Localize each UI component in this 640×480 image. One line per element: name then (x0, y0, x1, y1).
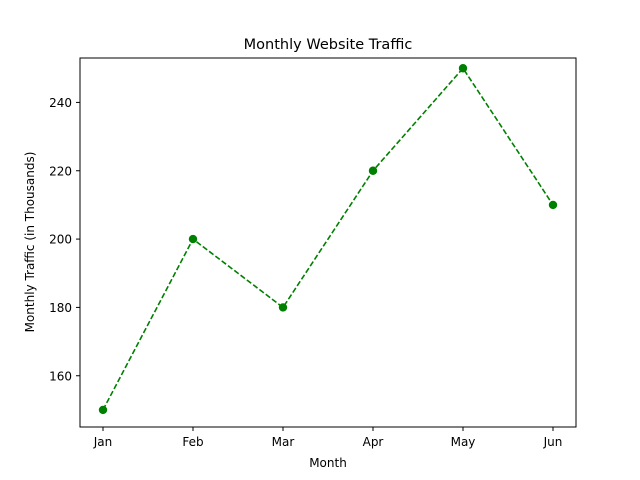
series-line (102, 66, 554, 411)
data-point (368, 166, 378, 175)
y-tick-label: 240 (49, 96, 72, 110)
data-point (278, 303, 288, 312)
y-tick-label: 220 (49, 164, 72, 178)
data-point (98, 405, 108, 415)
y-axis-title: Monthly Traffic (in Thousands) (23, 152, 37, 333)
data-point (548, 200, 558, 210)
y-axis-ticks: 160 180 200 220 240 (49, 96, 80, 383)
x-tick-label: Feb (182, 435, 203, 449)
x-axis-title: Month (309, 456, 347, 470)
y-tick-label: 160 (49, 369, 72, 383)
plot-area-frame (79, 57, 577, 428)
data-point (188, 234, 198, 244)
chart-title: Monthly Website Traffic (244, 37, 413, 53)
y-tick-label: 200 (49, 233, 72, 247)
x-tick-label: May (451, 435, 476, 449)
x-axis-ticks: Jan Feb Mar Apr May Jun (93, 427, 563, 449)
x-tick-label: Apr (363, 435, 384, 449)
data-point (458, 64, 468, 73)
x-tick-label: Jun (543, 435, 563, 449)
x-tick-label: Jan (93, 435, 113, 449)
series-layer (98, 64, 558, 415)
x-tick-label: Mar (272, 435, 295, 449)
y-tick-label: 180 (49, 301, 72, 315)
